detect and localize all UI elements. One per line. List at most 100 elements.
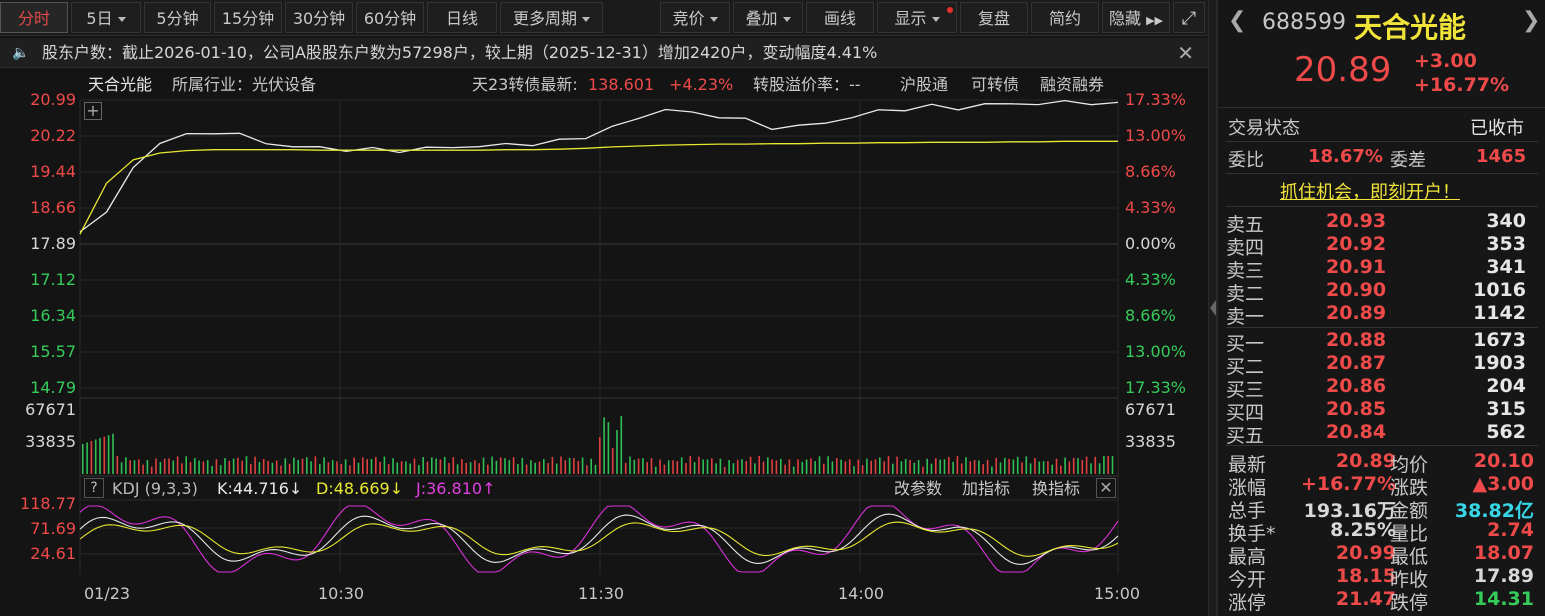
tab-more-periods[interactable]: 更多周期 (500, 2, 603, 33)
volume-bar (1051, 464, 1053, 474)
kdj-label[interactable]: KDJ (9,3,3) (112, 479, 198, 498)
hide-button[interactable]: 隐藏 ▶▶ (1102, 2, 1170, 33)
volume-bar (629, 456, 631, 474)
tab-daily[interactable]: 日线 (427, 2, 497, 33)
time-axis: 01/23 10:30 11:30 14:00 15:00 (0, 584, 1208, 616)
price-change: +3.00 (1414, 50, 1477, 72)
kdj-d-line (79, 521, 1119, 557)
close-icon[interactable]: ✕ (1096, 478, 1116, 498)
volume-bar (538, 461, 541, 474)
link-margin[interactable]: 融资融券 (1040, 75, 1105, 94)
tab-5min[interactable]: 5分钟 (144, 2, 211, 33)
collapse-arrow-icon (1210, 300, 1216, 316)
help-icon[interactable]: ? (84, 478, 104, 498)
axis-right-3: 4.33% (1125, 198, 1176, 217)
volume-bar (698, 456, 700, 474)
volume-bar (642, 458, 644, 474)
order-vol: 1142 (1473, 302, 1526, 324)
change-indicator-button[interactable]: 换指标 (1032, 479, 1081, 498)
open-account-link[interactable]: 抓住机会，即刻开户！ (1280, 182, 1460, 203)
volume-bar (723, 466, 726, 474)
next-stock-icon[interactable]: ❯ (1522, 8, 1541, 33)
auction-button[interactable]: 竞价 (660, 2, 730, 33)
volume-bar (443, 456, 446, 474)
tab-15min[interactable]: 15分钟 (214, 2, 282, 33)
stat-label: 金额 (1390, 500, 1429, 522)
volume-bar (323, 457, 325, 474)
replay-button[interactable]: 复盘 (960, 2, 1028, 33)
intraday-chart[interactable]: 20.99 20.22 19.44 18.66 17.89 17.12 16.3… (0, 68, 1208, 616)
zoom-plus-icon[interactable]: + (84, 102, 102, 120)
volume-bar (581, 457, 584, 474)
overlay-button[interactable]: 叠加 (733, 2, 803, 33)
volume-bar (711, 458, 713, 474)
stat-value: 20.10 (1473, 450, 1534, 472)
volume-bar (547, 463, 549, 474)
volume-bar (331, 460, 334, 474)
stat-value: 193.16万 (1303, 500, 1396, 522)
premium-label: 转股溢价率：-- (753, 75, 861, 94)
add-indicator-button[interactable]: 加指标 (962, 479, 1011, 498)
volume-bar (228, 460, 231, 474)
volume-bar (960, 463, 963, 474)
link-hk-connect[interactable]: 沪股通 (900, 75, 949, 94)
volume-bar (94, 439, 97, 474)
order-label: 卖四 (1226, 237, 1265, 259)
simple-button[interactable]: 简约 (1031, 2, 1099, 33)
industry-label[interactable]: 所属行业：光伏设备 (172, 75, 317, 94)
prev-stock-icon[interactable]: ❮ (1228, 8, 1247, 33)
display-button[interactable]: 显示 (877, 2, 957, 33)
volume-bar (702, 459, 704, 474)
panel-splitter[interactable] (1208, 0, 1217, 616)
volume-bar (805, 459, 808, 474)
tab-60min[interactable]: 60分钟 (356, 2, 424, 33)
close-icon[interactable]: ✕ (1177, 41, 1194, 65)
volume-bar (892, 463, 894, 474)
volume-bar (1025, 456, 1028, 474)
volume-bar (939, 459, 941, 474)
volume-bar (435, 458, 437, 474)
order-vol: 341 (1486, 256, 1526, 278)
volume-bar (189, 462, 192, 474)
volume-bar (103, 436, 106, 474)
volume-bar (655, 466, 657, 474)
volume-bar (452, 457, 455, 474)
link-convertible[interactable]: 可转债 (971, 75, 1020, 94)
volume-bar (168, 458, 170, 474)
bond-label[interactable]: 天23转债最新: (472, 75, 578, 94)
stat-label: 均价 (1390, 454, 1429, 476)
volume-bar (1012, 459, 1015, 474)
volume-bar (801, 461, 804, 474)
draw-line-button[interactable]: 画线 (806, 2, 874, 33)
volume-bar (478, 463, 480, 474)
wb-value: 18.67% (1308, 146, 1383, 167)
fullscreen-icon[interactable]: ⤢ (1173, 2, 1205, 33)
chart-grid (79, 99, 1119, 574)
volume-bar (301, 458, 304, 474)
volume-bar (991, 466, 993, 474)
volume-bar (353, 457, 355, 474)
stat-label: 跌停 (1390, 592, 1429, 614)
volume-bar (973, 460, 976, 474)
volume-bar (762, 461, 765, 474)
notice-bar: 🔈 股东户数：截止2026-01-10，公司A股股东户数为57298户，较上期（… (0, 38, 1208, 68)
volume-bar (280, 465, 282, 474)
divider (1226, 173, 1538, 174)
tab-5day[interactable]: 5日 (71, 2, 141, 33)
stat-value: ▲3.00 (1472, 473, 1535, 495)
volume-bar (935, 458, 937, 474)
volume-bar (814, 461, 816, 474)
tab-30min[interactable]: 30分钟 (285, 2, 353, 33)
volume-bar (986, 459, 989, 474)
volume-bar (206, 460, 209, 474)
order-label: 买三 (1226, 379, 1265, 401)
volume-bar (663, 464, 666, 474)
volume-bar (659, 459, 661, 474)
volume-bar (870, 460, 872, 474)
tab-intraday[interactable]: 分时 (0, 2, 68, 33)
edit-params-button[interactable]: 改参数 (894, 479, 943, 498)
volume-bar (672, 460, 674, 474)
volume-bar (258, 462, 261, 474)
stat-label: 涨停 (1228, 592, 1267, 614)
volume-bar (349, 465, 351, 474)
